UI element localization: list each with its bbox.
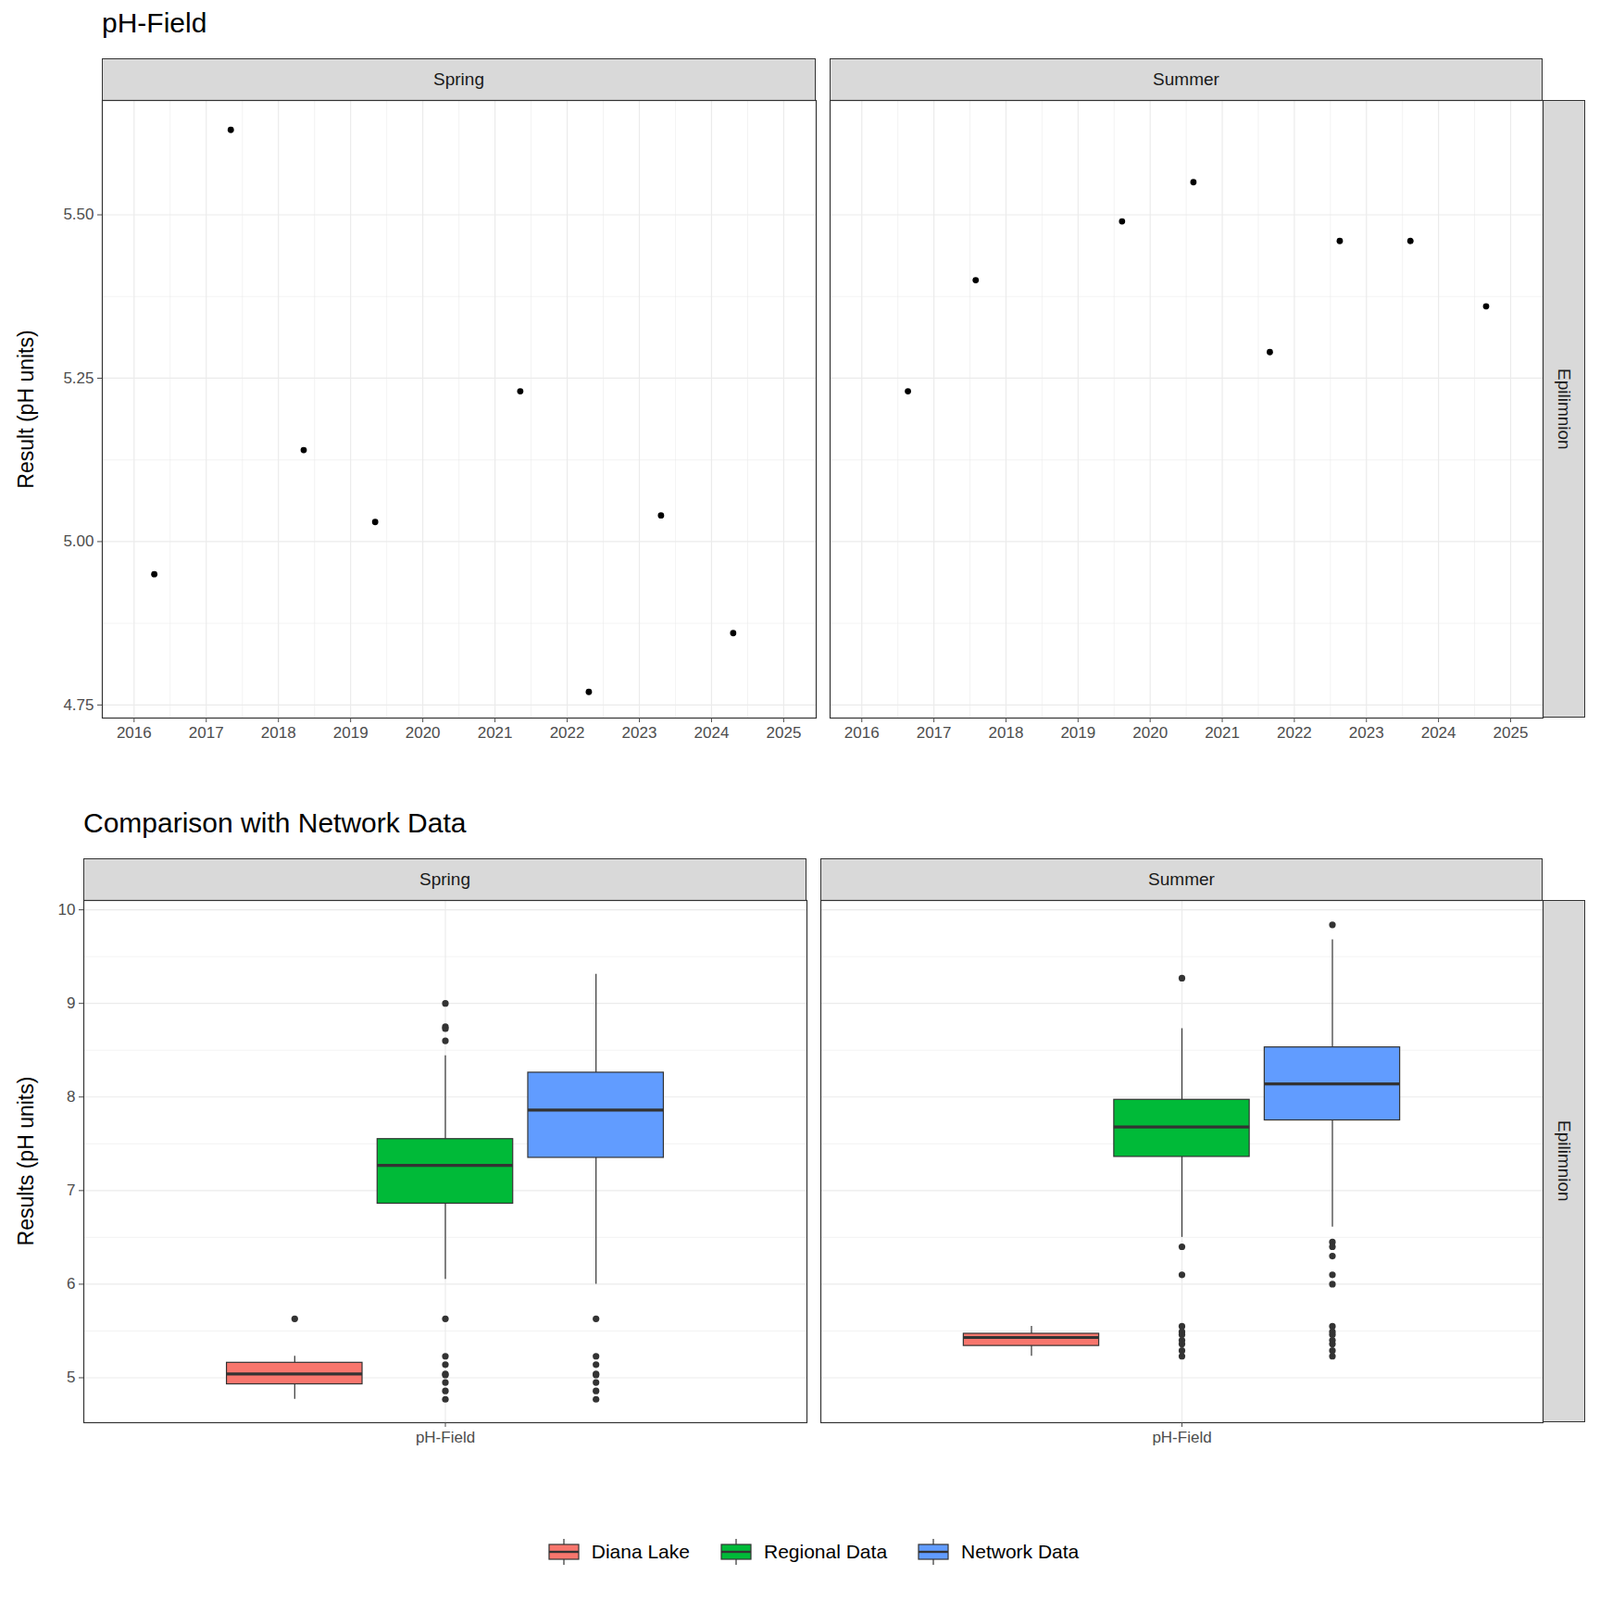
svg-text:2017: 2017 [916,724,952,742]
svg-text:10: 10 [58,900,76,919]
svg-text:2021: 2021 [1204,724,1240,742]
svg-text:pH-Field: pH-Field [1151,1428,1212,1447]
svg-text:7: 7 [66,1181,75,1200]
svg-text:2017: 2017 [188,724,225,742]
svg-text:5.25: 5.25 [62,369,94,388]
html-text:Network Data: Network Data [961,1540,1079,1563]
html-text:Epilimnion: Epilimnion [1554,368,1575,450]
svg-text:4.75: 4.75 [62,696,94,714]
svg-text:2025: 2025 [766,724,802,742]
html-text:Result (pH units): Result (pH units) [13,329,38,489]
svg-text:2021: 2021 [477,724,513,742]
svg-text:9: 9 [66,994,75,1013]
svg-text:2023: 2023 [622,724,658,742]
html-text:Diana Lake: Diana Lake [591,1540,690,1563]
html-text:Summer: Summer [1152,69,1220,89]
html-text:Spring: Spring [419,869,471,889]
svg-text:8: 8 [66,1087,75,1106]
svg-text:2020: 2020 [1132,724,1168,742]
html-text:Regional Data: Regional Data [763,1540,888,1563]
svg-text:2019: 2019 [333,724,369,742]
svg-text:2018: 2018 [988,724,1025,742]
html-text:Results (pH units): Results (pH units) [13,1076,38,1246]
html-text:Summer: Summer [1148,869,1215,889]
svg-text:5.50: 5.50 [62,205,94,224]
svg-text:2016: 2016 [116,724,152,742]
html-text:Comparison with Network Data: Comparison with Network Data [83,807,467,838]
svg-text:5.00: 5.00 [62,532,94,550]
svg-text:2024: 2024 [1421,724,1457,742]
html-text:pH-Field: pH-Field [101,7,207,38]
svg-text:2025: 2025 [1493,724,1529,742]
svg-text:pH-Field: pH-Field [415,1428,475,1447]
svg-text:2023: 2023 [1349,724,1385,742]
svg-text:2024: 2024 [694,724,730,742]
html-text:Epilimnion: Epilimnion [1554,1120,1575,1202]
svg-text:5: 5 [66,1368,75,1387]
svg-text:2016: 2016 [844,724,880,742]
svg-text:2022: 2022 [1276,724,1313,742]
html-text:Spring: Spring [433,69,485,89]
svg-text:2022: 2022 [550,724,586,742]
svg-text:2018: 2018 [261,724,297,742]
svg-text:6: 6 [66,1275,75,1293]
svg-text:2020: 2020 [405,724,441,742]
svg-text:2019: 2019 [1060,724,1096,742]
